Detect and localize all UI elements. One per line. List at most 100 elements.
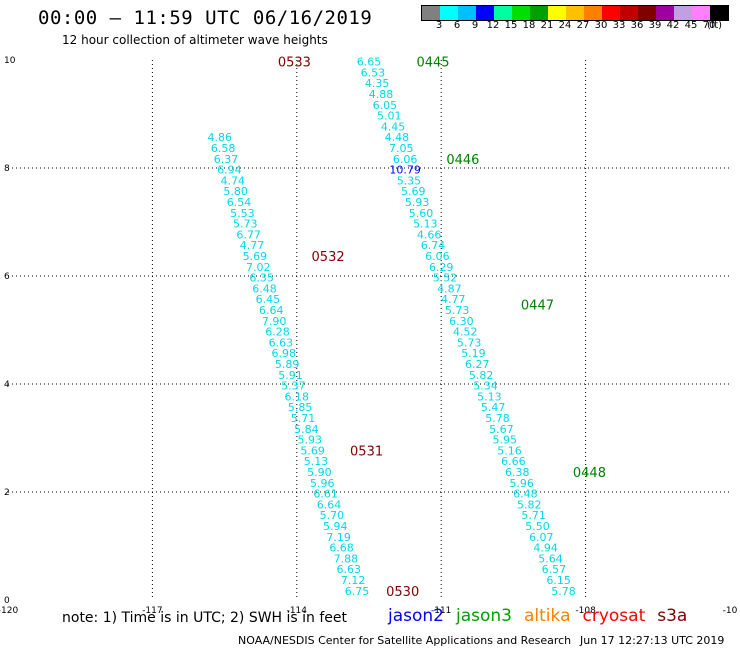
wave-height-value: 5.13 (304, 455, 329, 468)
wave-height-value: 6.30 (449, 315, 474, 328)
wave-height-value: 6.18 (285, 390, 310, 403)
y-tick-label: 4 (4, 380, 10, 390)
wave-height-value: 5.71 (521, 509, 546, 522)
chart-title: 00:00 – 11:59 UTC 06/16/2019 (38, 7, 373, 29)
wave-height-value: 6.75 (345, 585, 370, 598)
wave-height-value: 4.74 (221, 174, 246, 187)
wave-height-value: 6.06 (425, 250, 450, 263)
wave-height-value: 6.05 (373, 99, 398, 112)
legend-swatch (440, 6, 458, 20)
wave-height-value: 5.34 (473, 380, 498, 393)
legend-label: 70 (702, 20, 716, 31)
legend-label: 15 (504, 20, 518, 31)
pass-time-label: 0532 (312, 250, 345, 265)
legend-label: 45 (684, 20, 698, 31)
wave-height-value: 5.89 (275, 358, 300, 371)
wave-height-value: 6.06 (393, 153, 418, 166)
wave-height-value: 5.37 (281, 380, 306, 393)
wave-height-value: 5.13 (477, 390, 502, 403)
wave-height-value: 4.66 (417, 228, 442, 241)
wave-height-points: 5.786.156.575.644.946.075.505.715.826.48… (208, 56, 606, 600)
y-tick-label: 6 (4, 272, 10, 282)
chart-subtitle: 12 hour collection of altimeter wave hei… (62, 33, 328, 47)
wave-height-value: 6.07 (529, 531, 554, 544)
y-tick-label: 8 (4, 164, 10, 174)
wave-height-value: 6.57 (542, 563, 567, 576)
legend-label: 21 (540, 20, 554, 31)
wave-height-value: 5.35 (397, 174, 422, 187)
legend-label: 3 (435, 20, 443, 31)
wave-height-value: 4.48 (385, 131, 410, 144)
pass-time-label: 0533 (278, 56, 311, 71)
legend-label: 42 (666, 20, 680, 31)
x-tick-label: -10 (723, 606, 738, 616)
legend-swatch (494, 6, 512, 20)
wave-height-value: 6.98 (272, 347, 297, 360)
wave-height-value: 5.73 (445, 304, 470, 317)
y-tick-label: 0 (4, 596, 10, 606)
wave-height-value: 5.84 (294, 423, 319, 436)
wave-height-value: 6.29 (429, 261, 454, 274)
wave-height-value: 5.78 (551, 585, 576, 598)
color-scale-legend (421, 5, 729, 21)
satellite-jason3: jason3 (456, 606, 512, 626)
legend-swatch (458, 6, 476, 20)
wave-height-value: 6.58 (211, 142, 236, 155)
wave-height-value: 6.38 (505, 466, 530, 479)
legend-swatch (422, 6, 440, 20)
legend-swatch (512, 6, 530, 20)
wave-height-value: 5.19 (461, 347, 486, 360)
wave-height-value: 5.82 (469, 369, 494, 382)
wave-height-value: 6.28 (265, 326, 290, 339)
credit-line: NOAA/NESDIS Center for Satellite Applica… (238, 634, 572, 647)
legend-swatch (692, 6, 710, 20)
y-tick-label: 10 (4, 56, 16, 66)
wave-height-value: 5.73 (233, 218, 258, 231)
satellite-cryosat: cryosat (582, 606, 646, 626)
footer-note: note: 1) Time is in UTC; 2) SWH is in fe… (62, 610, 348, 626)
wave-height-value: 4.45 (381, 120, 406, 133)
wave-height-value: 5.71 (291, 412, 316, 425)
legend-label: 36 (630, 20, 644, 31)
wave-height-value: 6.48 (513, 488, 538, 501)
wave-height-value: 5.64 (538, 552, 563, 565)
wave-height-value: 6.53 (361, 66, 386, 79)
axis-ticks: -120 -117 -114 -111 -108 -10 0 2 4 6 8 10 (0, 56, 738, 616)
legend-swatch (656, 6, 674, 20)
legend-label: 24 (558, 20, 572, 31)
wave-height-value: 6.48 (252, 282, 277, 295)
wave-height-value: 5.96 (509, 477, 534, 490)
satellite-s3a: s3a (657, 606, 688, 626)
wave-height-value: 4.88 (369, 88, 394, 101)
grid-lines (8, 60, 730, 600)
wave-height-value: 5.78 (485, 412, 510, 425)
wave-height-value: 5.80 (223, 185, 248, 198)
timestamp: Jun 17 12:27:13 UTC 2019 (580, 634, 725, 647)
wave-height-value: 7.12 (341, 574, 366, 587)
wave-height-value: 6.35 (249, 272, 274, 285)
wave-height-value: 10.79 (389, 164, 421, 177)
legend-swatch (638, 6, 656, 20)
wave-height-value: 5.96 (310, 477, 335, 490)
wave-height-value: 6.64 (259, 304, 284, 317)
wave-height-value: 6.37 (214, 153, 239, 166)
wave-height-value: 5.73 (457, 336, 482, 349)
wave-height-value: 6.54 (227, 196, 252, 209)
legend-swatch (548, 6, 566, 20)
legend-swatch (566, 6, 584, 20)
wave-height-value: 5.52 (433, 272, 458, 285)
wave-height-value: 5.01 (377, 110, 402, 123)
wave-height-value: 5.50 (525, 520, 550, 533)
wave-height-value: 4.86 (208, 131, 233, 144)
wave-height-value: 4.35 (365, 77, 390, 90)
y-tick-label: 2 (4, 488, 10, 498)
wave-height-value: 4.77 (441, 293, 466, 306)
legend-label: 6 (453, 20, 461, 31)
legend-label: 33 (612, 20, 626, 31)
wave-height-value: 6.65 (357, 56, 382, 69)
wave-height-value: 5.90 (307, 466, 332, 479)
wave-height-value: 5.91 (278, 369, 303, 382)
x-tick-label: -108 (575, 606, 596, 616)
x-tick-label: -117 (142, 606, 162, 616)
wave-height-value: 6.68 (329, 542, 354, 555)
